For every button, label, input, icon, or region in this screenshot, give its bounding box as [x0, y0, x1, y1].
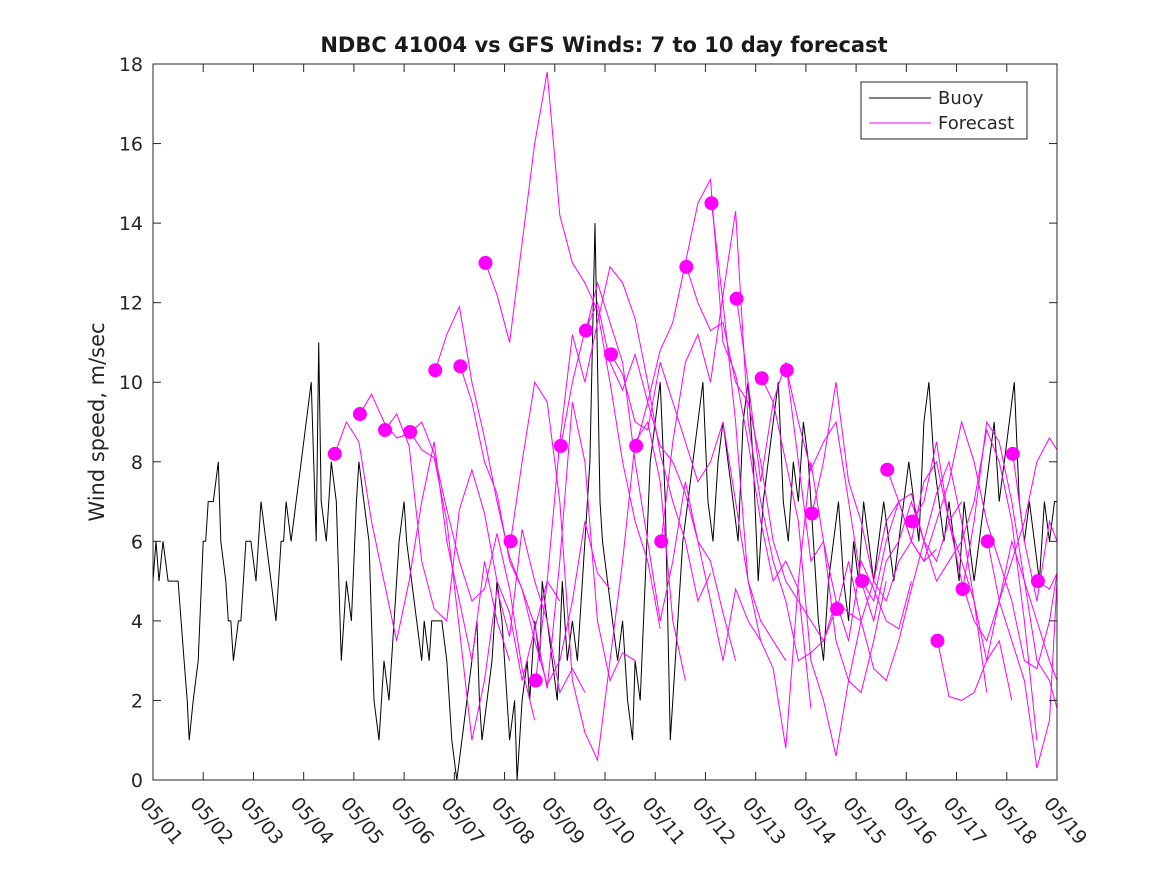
forecast-marker-point — [880, 462, 895, 477]
series-forecast-line-13 — [660, 211, 837, 662]
forecast-marker-point — [980, 534, 995, 549]
forecast-marker-point — [378, 422, 393, 437]
series-forecast-line-23 — [911, 436, 1057, 642]
legend: Buoy Forecast — [860, 81, 1028, 140]
series-forecast-line-0 — [334, 420, 511, 661]
y-tick-label: 6 — [131, 531, 143, 553]
y-tick-label: 12 — [119, 293, 143, 315]
series-forecast-line-11 — [610, 354, 787, 661]
forecast-marker-point — [1030, 574, 1045, 589]
forecast-marker-point — [428, 363, 443, 378]
y-tick-label: 8 — [131, 452, 143, 474]
series-forecast-line-10 — [585, 280, 762, 661]
forecast-marker-point — [930, 633, 945, 648]
forecast-marker-point — [905, 514, 920, 529]
series-forecast-line-22 — [886, 420, 1057, 670]
series-forecast-line-2 — [384, 412, 561, 681]
series-forecast-line-7 — [510, 380, 686, 762]
forecast-marker-point — [629, 438, 644, 453]
series-forecast-line-16 — [736, 298, 912, 641]
series-forecast-line-15 — [711, 203, 887, 749]
series-forecast-line-8 — [535, 265, 711, 681]
series-forecast-line-27 — [1012, 453, 1057, 602]
forecast-marker-point — [1005, 446, 1020, 461]
y-axis-label: Wind speed, m/sec — [85, 322, 109, 521]
forecast-marker-point — [453, 359, 468, 374]
forecast-marker-point — [729, 291, 744, 306]
forecast-marker-point — [830, 601, 845, 616]
forecast-marker-point — [352, 407, 367, 422]
forecast-marker-point — [804, 506, 819, 521]
series-forecast-line-14 — [685, 266, 862, 642]
y-tick-label: 2 — [131, 690, 143, 712]
y-tick-label: 14 — [119, 213, 143, 235]
y-tick-label: 18 — [119, 54, 143, 76]
series-forecast-line-21 — [861, 428, 1038, 741]
forecast-marker-point — [955, 582, 970, 597]
series-forecast-line-5 — [459, 366, 636, 689]
legend-box — [860, 81, 1028, 140]
legend-buoy-label: Buoy — [938, 88, 984, 109]
y-tick-label: 10 — [119, 372, 143, 394]
forecast-marker-point — [403, 424, 418, 439]
forecast-marker-point — [679, 259, 694, 274]
forecast-marker-point — [604, 347, 619, 362]
forecast-marker-point — [327, 446, 342, 461]
forecast-marker-point — [528, 673, 543, 688]
forecast-marker-point — [553, 438, 568, 453]
legend-forecast-label: Forecast — [938, 113, 1014, 134]
series-forecast-line-25 — [962, 420, 1057, 681]
chart-title: NDBC 41004 vs GFS Winds: 7 to 10 day for… — [320, 33, 887, 57]
forecast-marker-point — [779, 363, 794, 378]
series-forecast-line-6 — [485, 71, 661, 629]
forecast-marker-point — [704, 196, 719, 211]
y-tick-label: 4 — [131, 611, 143, 633]
y-tick-label: 0 — [131, 770, 143, 792]
forecast-marker-point — [654, 534, 669, 549]
y-tick-label: 16 — [119, 134, 143, 156]
series-forecast-line-26 — [987, 541, 1057, 769]
forecast-marker-point — [478, 255, 493, 270]
forecast-marker-point — [578, 323, 593, 338]
forecast-marker-point — [855, 574, 870, 589]
series-forecast-line-18 — [786, 370, 963, 623]
forecast-marker-point — [503, 534, 518, 549]
forecast-marker-point — [754, 371, 769, 386]
